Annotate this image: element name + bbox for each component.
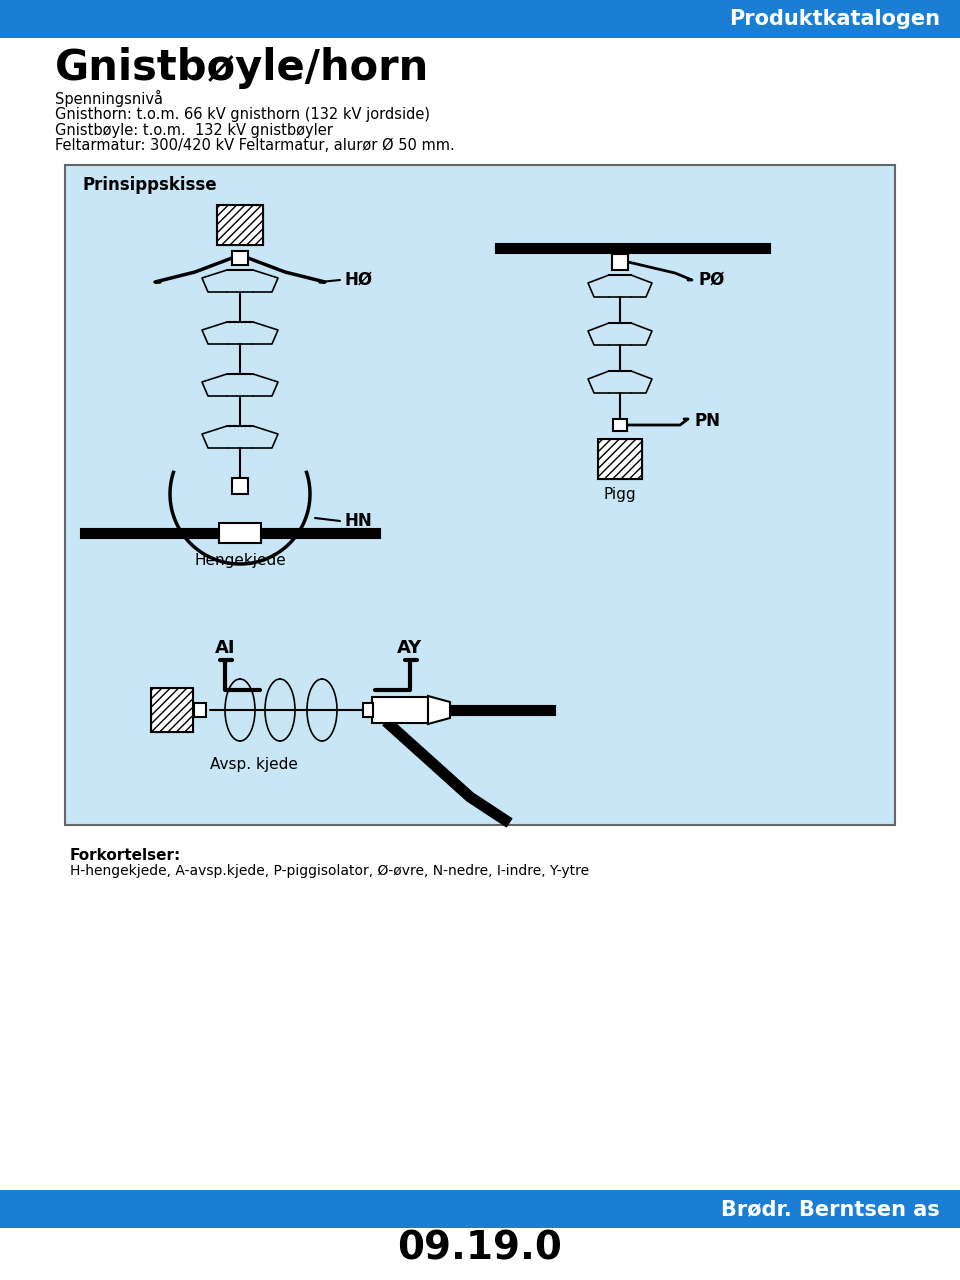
Text: Brødr. Berntsen as: Brødr. Berntsen as [721,1199,940,1219]
Bar [612,253,628,270]
Bar [363,703,373,717]
Bar [232,477,248,494]
Text: 09.19.0: 09.19.0 [397,1229,563,1267]
Bar [219,524,261,543]
Text: Spenningsnivå: Spenningsnivå [55,90,163,106]
Bar [372,698,428,723]
Text: HØ: HØ [345,271,373,289]
Text: AY: AY [397,639,422,657]
Bar [598,439,642,479]
Text: PN: PN [694,412,720,430]
Text: Feltarmatur: 300/420 kV Feltarmatur, alurør Ø 50 mm.: Feltarmatur: 300/420 kV Feltarmatur, alu… [55,138,455,154]
Bar [232,251,248,265]
Bar [0,0,960,38]
Text: Gnistbøyle: t.o.m.  132 kV gnistbøyler: Gnistbøyle: t.o.m. 132 kV gnistbøyler [55,123,333,137]
Text: Avsp. kjede: Avsp. kjede [210,758,298,773]
Text: H-hengekjede, A-avsp.kjede, P-piggisolator, Ø-øvre, N-nedre, I-indre, Y-ytre: H-hengekjede, A-avsp.kjede, P-piggisolat… [70,864,589,878]
Text: Gnistbøyle/horn: Gnistbøyle/horn [55,47,429,90]
Bar [151,689,193,732]
Text: Prinsippskisse: Prinsippskisse [83,175,218,195]
Text: AI: AI [215,639,235,657]
Text: Hengekjede: Hengekjede [194,553,286,568]
Bar [151,689,193,732]
Text: Pigg: Pigg [604,486,636,502]
Polygon shape [428,696,450,724]
Bar [217,205,263,244]
Bar [0,1190,960,1228]
Text: HN: HN [345,512,372,530]
Bar [598,439,642,479]
Text: Gnisthorn: t.o.m. 66 kV gnisthorn (132 kV jordside): Gnisthorn: t.o.m. 66 kV gnisthorn (132 k… [55,106,430,122]
Text: Forkortelser:: Forkortelser: [70,847,181,863]
Bar [217,205,263,244]
Bar [194,703,206,717]
Text: Produktkatalogen: Produktkatalogen [729,9,940,29]
Bar [613,419,627,431]
Text: PØ: PØ [698,271,725,289]
Bar [65,165,895,826]
